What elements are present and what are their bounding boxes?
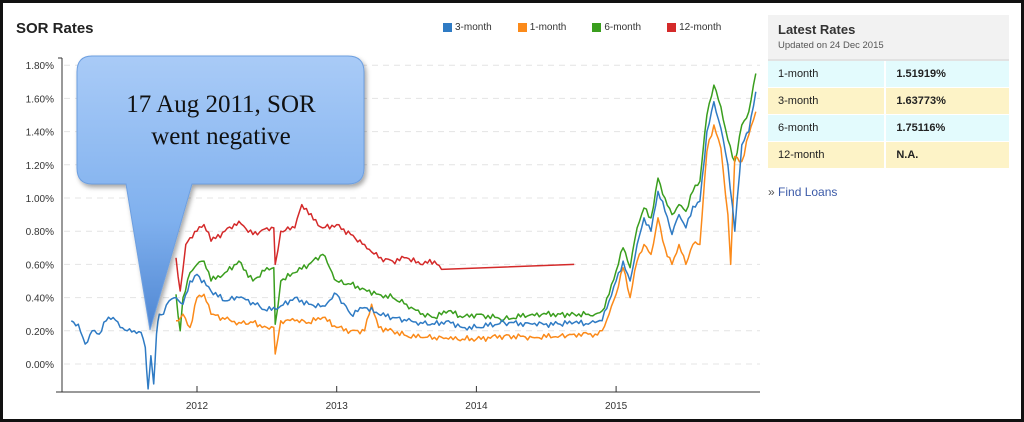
tenor-cell: 12-month xyxy=(768,141,886,169)
panel-updated-date: Updated on 24 Dec 2015 xyxy=(778,40,884,51)
legend-item-1-month[interactable]: 1-month xyxy=(517,22,567,33)
svg-text:1.20%: 1.20% xyxy=(26,161,54,172)
callout-annotation xyxy=(76,55,365,331)
legend-swatch-icon xyxy=(443,23,452,32)
latest-rates-panel: Latest Rates Updated on 24 Dec 2015 1-mo… xyxy=(768,15,1009,169)
legend-label: 6-month xyxy=(604,22,642,33)
plot-area: 0.00% 0.20% 0.40% 0.60% 0.80% 1.00% 1.20% 1.40%… xyxy=(26,55,760,412)
x-axis-ticks: 2012 2013 2014 2015 xyxy=(186,386,628,412)
table-row: 3-month 1.63773% xyxy=(768,87,1009,115)
find-loans-label: Find Loans xyxy=(778,185,838,199)
panel-header: Latest Rates Updated on 24 Dec 2015 xyxy=(768,15,1009,61)
svg-text:0.40%: 0.40% xyxy=(26,294,54,305)
svg-text:0.20%: 0.20% xyxy=(26,327,54,338)
y-axis-ticks: 0.00% 0.20% 0.40% 0.60% 0.80% 1.00% 1.20% 1.40%… xyxy=(26,61,54,371)
legend-item-3-month[interactable]: 3-month xyxy=(443,22,492,33)
svg-text:2014: 2014 xyxy=(465,401,488,412)
svg-text:1.80%: 1.80% xyxy=(26,61,54,72)
legend-item-12-month[interactable]: 12-month xyxy=(667,22,721,33)
svg-text:0.60%: 0.60% xyxy=(26,260,54,271)
double-chevron-icon: » xyxy=(768,185,775,199)
legend-label: 1-month xyxy=(529,22,567,33)
legend-label: 12-month xyxy=(679,22,722,33)
svg-text:2015: 2015 xyxy=(605,401,628,412)
rate-cell: 1.63773% xyxy=(884,87,1009,115)
svg-text:1.00%: 1.00% xyxy=(26,194,54,205)
rate-cell: N.A. xyxy=(884,141,1009,169)
callout-bubble xyxy=(76,55,365,331)
series-line-6-month xyxy=(175,73,757,332)
callout-line-1: 17 Aug 2011, SOR xyxy=(126,91,316,118)
svg-text:0.80%: 0.80% xyxy=(26,227,54,238)
svg-text:1.60%: 1.60% xyxy=(26,94,54,105)
rates-table: 1-month 1.51919% 3-month 1.63773% 6-mont… xyxy=(768,61,1009,169)
series-lines xyxy=(70,73,757,390)
tenor-cell: 3-month xyxy=(768,87,886,115)
svg-text:1.40%: 1.40% xyxy=(26,128,54,139)
svg-text:2013: 2013 xyxy=(326,401,349,412)
callout-line-2: went negative xyxy=(151,123,291,150)
series-line-1-month xyxy=(176,111,757,355)
svg-text:2012: 2012 xyxy=(186,401,209,412)
chart-legend: 3-month 1-month 6-month 12-month xyxy=(443,22,721,33)
table-row: 6-month 1.75116% xyxy=(768,114,1009,142)
find-loans-link[interactable]: » Find Loans xyxy=(768,185,837,199)
legend-label: 3-month xyxy=(455,22,492,33)
legend-swatch-icon xyxy=(517,23,527,32)
tenor-cell: 1-month xyxy=(768,61,886,88)
series-line-12-month xyxy=(175,203,575,292)
tenor-cell: 6-month xyxy=(768,114,886,142)
legend-swatch-icon xyxy=(667,23,677,32)
panel-title: Latest Rates xyxy=(778,22,856,37)
table-row: 12-month N.A. xyxy=(768,141,1009,169)
legend-item-6-month[interactable]: 6-month xyxy=(592,22,641,33)
series-line-3-month xyxy=(70,91,757,390)
table-row: 1-month 1.51919% xyxy=(768,61,1009,88)
legend-swatch-icon xyxy=(592,23,602,32)
rate-cell: 1.51919% xyxy=(884,61,1009,88)
svg-text:0.00%: 0.00% xyxy=(26,360,54,371)
chart-title: SOR Rates xyxy=(16,20,94,37)
rate-cell: 1.75116% xyxy=(884,114,1009,142)
